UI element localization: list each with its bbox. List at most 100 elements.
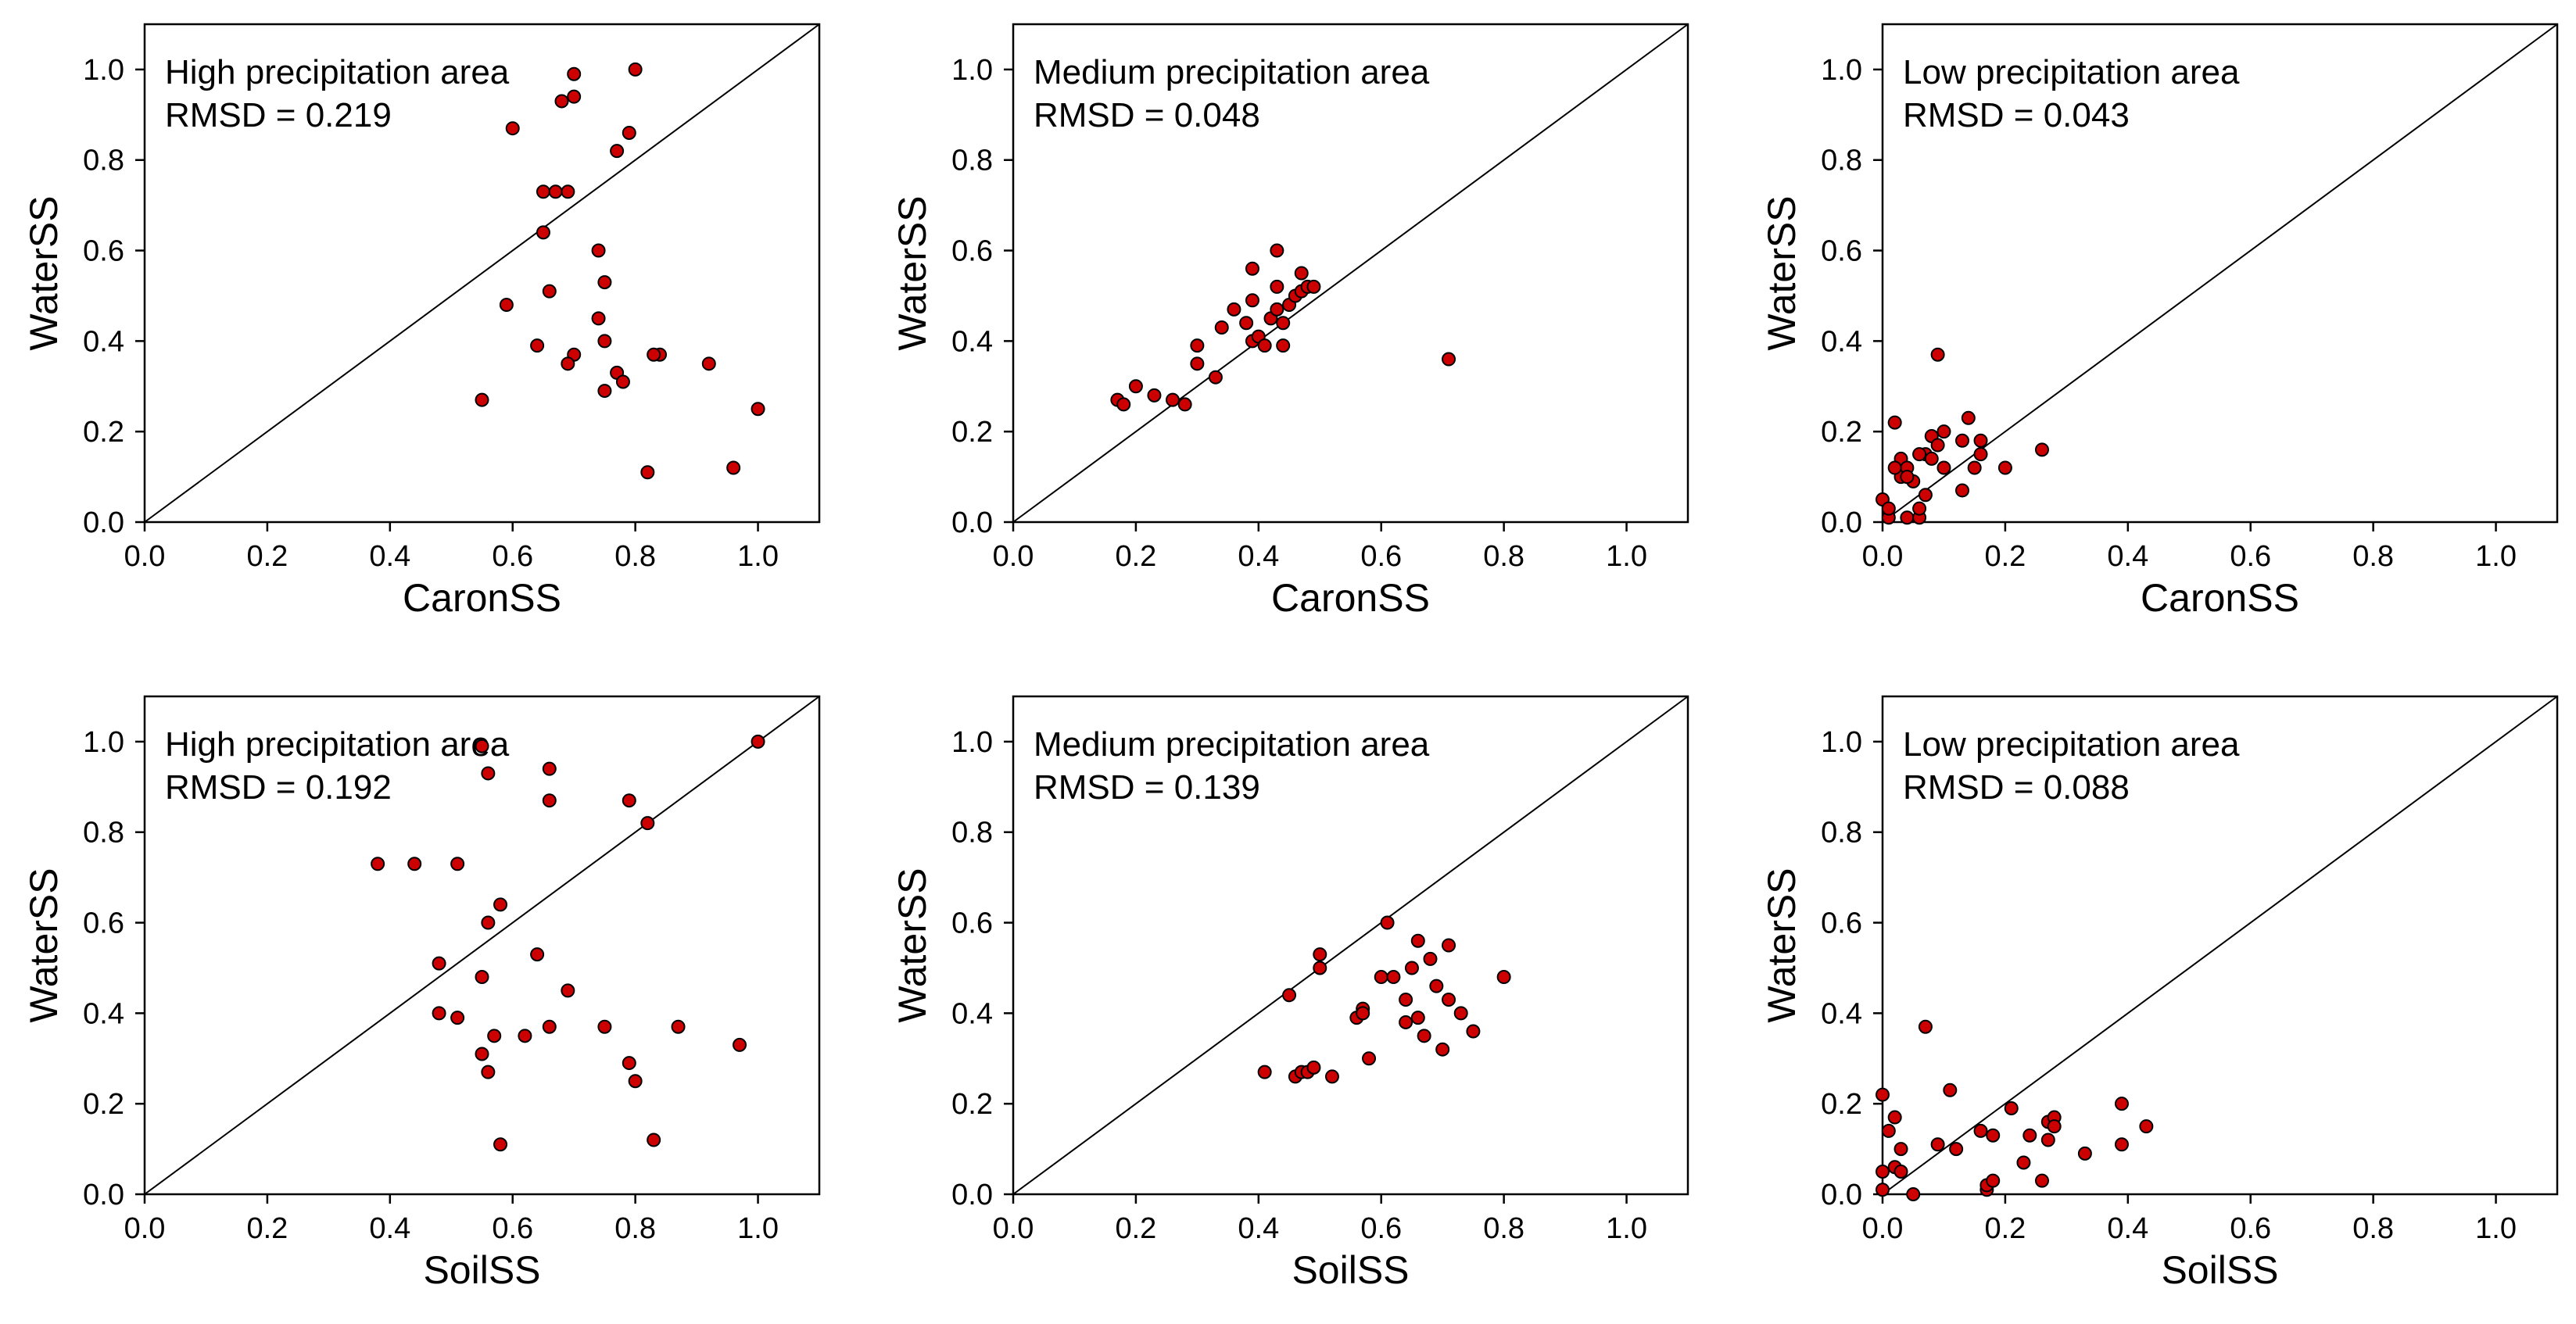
- y-axis-label: WaterSS: [22, 868, 66, 1022]
- data-point: [1986, 1173, 2001, 1188]
- data-point: [1954, 433, 1969, 448]
- x-tick-label: 0.4: [1238, 1212, 1279, 1245]
- data-point: [1356, 1006, 1370, 1021]
- y-tick-label: 0.6: [83, 907, 124, 940]
- data-point: [1270, 243, 1284, 258]
- x-axis-label: CaronSS: [2141, 576, 2299, 620]
- data-point: [647, 347, 661, 362]
- data-point: [1282, 988, 1297, 1003]
- data-point: [567, 66, 582, 81]
- y-tick-label: 0.2: [1821, 1088, 1862, 1121]
- data-point: [1362, 1051, 1377, 1066]
- x-tick-label: 0.4: [369, 540, 410, 573]
- x-tick-label: 1.0: [2475, 1212, 2517, 1245]
- data-point: [1876, 1183, 1890, 1197]
- area-annotation: Medium precipitation area: [1034, 53, 1430, 91]
- data-point: [1887, 415, 1902, 430]
- x-tick-label: 0.4: [2107, 540, 2148, 573]
- data-point: [1245, 261, 1259, 276]
- data-point: [1214, 320, 1229, 335]
- data-point: [1881, 501, 1896, 516]
- x-tick-label: 0.2: [1984, 540, 2026, 573]
- data-point: [1208, 370, 1223, 385]
- y-tick-label: 1.0: [1821, 726, 1862, 759]
- plot-frame: [143, 23, 821, 524]
- data-point: [1881, 1123, 1896, 1138]
- data-point: [561, 983, 575, 998]
- data-point: [561, 184, 575, 199]
- y-tick-label: 0.0: [951, 1179, 993, 1211]
- y-axis-label: WaterSS: [1760, 195, 1804, 350]
- data-point: [536, 184, 550, 199]
- data-point: [1257, 1065, 1272, 1079]
- x-axis-label: SoilSS: [423, 1248, 540, 1292]
- y-tick-label: 0.4: [951, 325, 993, 358]
- data-point: [1893, 1165, 1908, 1179]
- data-point: [1313, 961, 1327, 975]
- x-tick-label: 0.2: [1115, 1212, 1156, 1245]
- data-point: [1887, 1110, 1902, 1125]
- data-point: [1270, 302, 1284, 317]
- data-point: [542, 793, 557, 808]
- x-tick-label: 0.4: [2107, 1212, 2148, 1245]
- y-tick-label: 0.0: [1821, 506, 1862, 539]
- area-annotation: Low precipitation area: [1903, 725, 2240, 764]
- data-point: [622, 1056, 636, 1071]
- data-point: [622, 793, 636, 808]
- plot-frame: [1881, 695, 2559, 1196]
- one-to-one-line: [1012, 23, 1689, 523]
- data-point: [1936, 460, 1951, 475]
- x-tick-label: 0.6: [1360, 540, 1402, 573]
- data-point: [493, 897, 508, 912]
- data-point: [2077, 1146, 2092, 1161]
- data-point: [1276, 338, 1291, 353]
- y-tick-label: 0.2: [951, 416, 993, 449]
- x-tick-label: 1.0: [737, 540, 779, 573]
- data-point: [1986, 1128, 2001, 1143]
- data-point: [1906, 1187, 1921, 1201]
- area-annotation: High precipitation area: [165, 53, 510, 91]
- x-tick-label: 0.8: [1483, 540, 1524, 573]
- rmsd-annotation: RMSD = 0.192: [165, 768, 392, 807]
- data-point: [505, 121, 520, 136]
- data-point: [1239, 316, 1254, 331]
- data-point: [1912, 501, 1927, 516]
- data-point: [751, 402, 765, 417]
- y-tick-label: 0.8: [83, 817, 124, 850]
- y-tick-label: 1.0: [951, 54, 993, 87]
- y-axis-label: WaterSS: [1760, 868, 1804, 1022]
- data-point: [701, 356, 716, 371]
- data-point: [2114, 1097, 2129, 1111]
- data-point: [1294, 266, 1309, 281]
- data-point: [1900, 510, 1915, 525]
- y-tick-label: 0.8: [1821, 145, 1862, 177]
- data-point: [481, 766, 496, 781]
- plot-frame: [1012, 695, 1689, 1196]
- data-point: [518, 1029, 532, 1043]
- data-point: [1967, 460, 1982, 475]
- data-point: [751, 734, 765, 749]
- data-point: [1936, 424, 1951, 439]
- y-axis-label: WaterSS: [22, 195, 66, 350]
- data-point: [542, 761, 557, 776]
- data-point: [1116, 397, 1131, 412]
- data-point: [475, 739, 489, 753]
- x-axis-label: SoilSS: [1292, 1248, 1409, 1292]
- data-point: [1997, 460, 2012, 475]
- data-point: [432, 956, 446, 971]
- data-point: [615, 374, 630, 389]
- x-tick-label: 1.0: [1606, 1212, 1647, 1245]
- data-point: [1165, 392, 1180, 407]
- data-point: [481, 915, 496, 930]
- scatter-panel: 0.0 0.2 0.4 0.6 0.8 1.0 0.0 0.2 0.4 0.6 0.8 1.0 Caro…: [22, 23, 821, 620]
- data-point: [554, 94, 569, 109]
- data-point: [1227, 302, 1241, 317]
- y-tick-label: 0.2: [951, 1088, 993, 1121]
- data-point: [1190, 356, 1205, 371]
- one-to-one-line: [144, 696, 820, 1195]
- data-point: [481, 1065, 496, 1079]
- y-tick-label: 0.4: [1821, 325, 1862, 358]
- x-tick-label: 1.0: [1606, 540, 1647, 573]
- y-tick-label: 0.8: [83, 145, 124, 177]
